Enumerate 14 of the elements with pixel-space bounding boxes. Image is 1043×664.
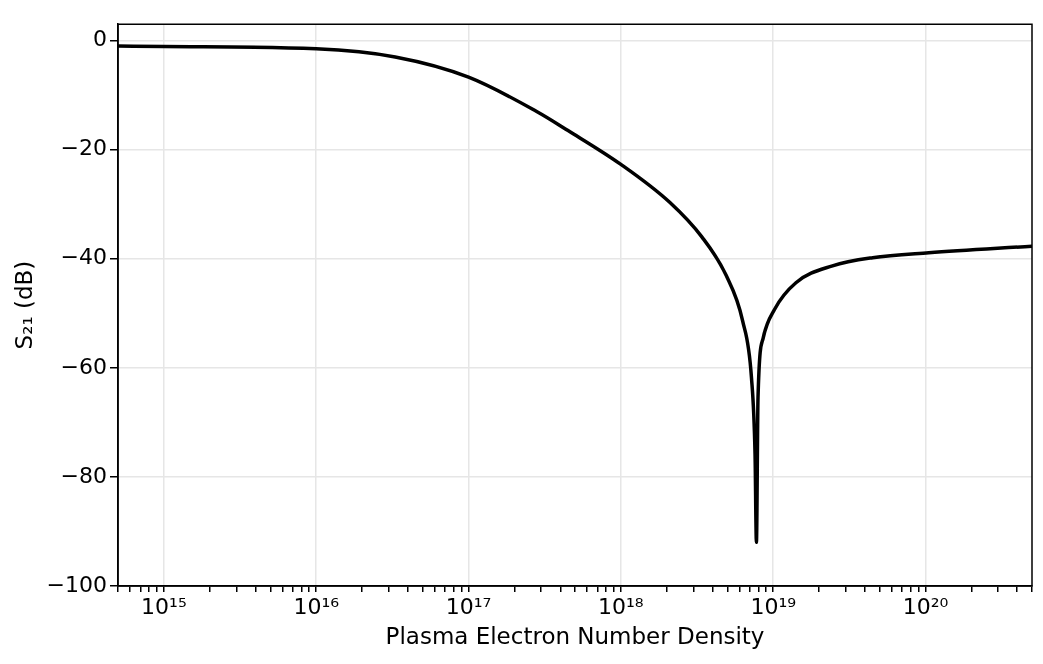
x-tick-label: 10²⁰ — [902, 593, 949, 619]
y-axis-title: S₂₁ (dB) — [10, 260, 37, 350]
y-tick-label: −60 — [60, 353, 108, 379]
x-tick-label: 10¹⁵ — [141, 593, 187, 619]
x-tick-label: 10¹⁶ — [293, 593, 340, 619]
x-tick-label: 10¹⁷ — [445, 593, 492, 619]
y-tick-label: −100 — [46, 571, 108, 597]
y-tick-label: −80 — [60, 462, 108, 488]
y-tick-label: −40 — [60, 244, 108, 270]
x-axis-title: Plasma Electron Number Density — [385, 623, 765, 650]
y-tick-label: 0 — [93, 26, 108, 52]
y-tick-label: −20 — [60, 135, 108, 161]
x-tick-label: 10¹⁹ — [750, 593, 797, 619]
x-tick-label: 10¹⁸ — [598, 593, 644, 619]
